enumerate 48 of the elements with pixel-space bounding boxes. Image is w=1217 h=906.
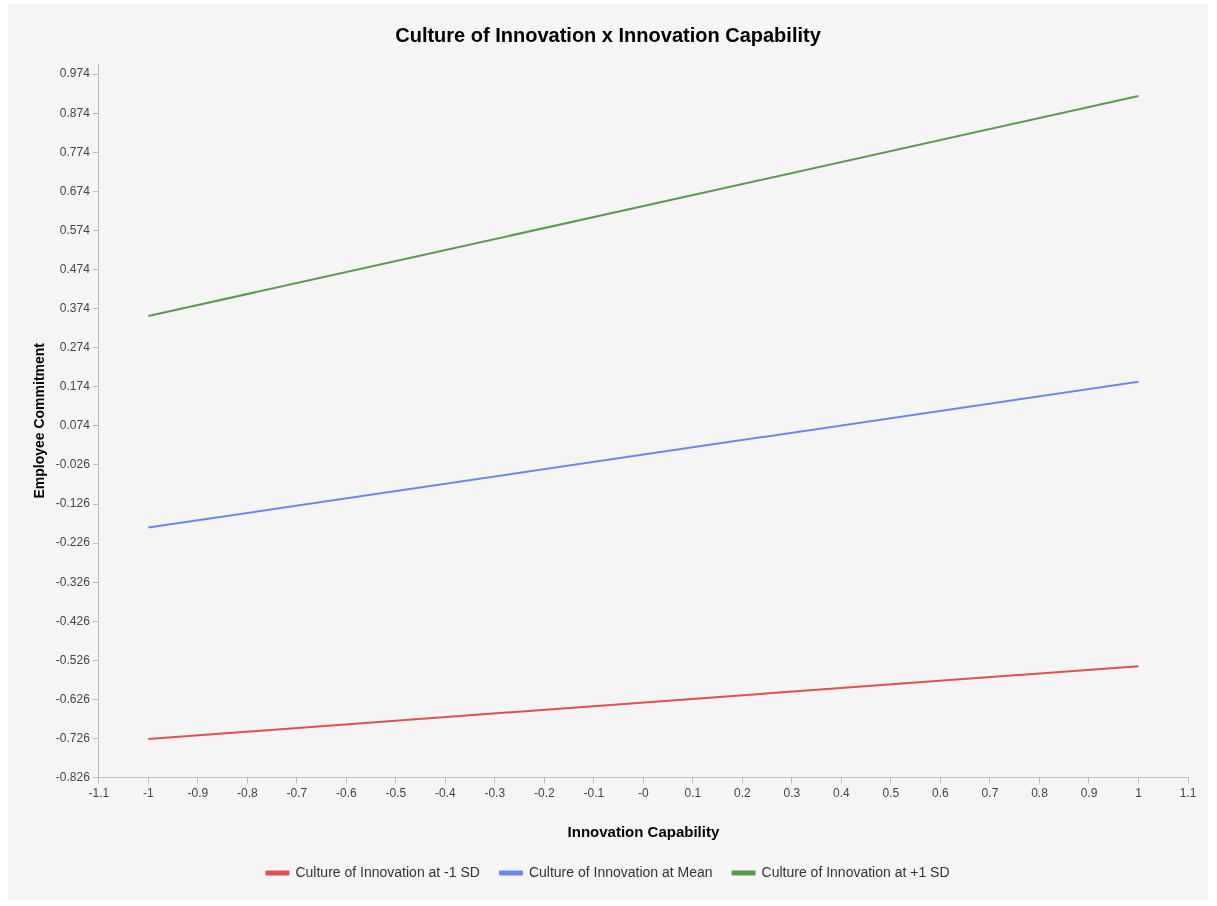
- y-tick-label: 0.874: [59, 105, 91, 120]
- legend-label: Culture of Innovation at Mean: [528, 863, 713, 880]
- x-tick-label: -0.8: [237, 786, 259, 801]
- x-tick-label: 0.3: [783, 786, 801, 801]
- x-tick-label: 0.1: [684, 786, 702, 801]
- x-tick-label: -0.5: [385, 786, 407, 801]
- y-tick-label: -0.426: [55, 613, 91, 628]
- y-tick-label: -0.226: [55, 535, 91, 550]
- x-tick-label: 1.1: [1179, 786, 1197, 801]
- x-tick-label: -0.1: [583, 786, 605, 801]
- x-tick-label: 1: [1135, 786, 1143, 801]
- y-tick-label: -0.526: [55, 652, 91, 667]
- y-tick-label: 0.474: [59, 261, 91, 276]
- y-tick-label: -0.726: [55, 730, 91, 745]
- y-tick-label: -0.326: [55, 574, 91, 589]
- y-axis-title: Employee Commitment: [31, 342, 48, 499]
- x-tick-label: -1.1: [88, 786, 110, 801]
- x-tick-label: 0.9: [1080, 786, 1098, 801]
- x-tick-label: 0.5: [882, 786, 900, 801]
- y-tick-label: -0.126: [55, 496, 91, 511]
- x-tick-label: -1: [143, 786, 154, 801]
- legend-label: Culture of Innovation at +1 SD: [761, 863, 950, 880]
- y-tick-label: 0.674: [59, 183, 91, 198]
- x-tick-label: -0.9: [187, 786, 209, 801]
- x-tick-label: -0.2: [534, 786, 556, 801]
- chart-title: Culture of Innovation x Innovation Capability: [395, 23, 822, 46]
- x-tick-label: -0.3: [484, 786, 506, 801]
- y-tick-label: 0.974: [59, 66, 91, 81]
- x-tick-label: -0.6: [336, 786, 358, 801]
- y-tick-label: 0.374: [59, 300, 91, 315]
- y-tick-label: 0.574: [59, 222, 91, 237]
- x-tick-label: 0.2: [734, 786, 752, 801]
- x-tick-label: 0.6: [932, 786, 950, 801]
- x-tick-label: -0: [638, 786, 650, 801]
- x-tick-label: 0.4: [833, 786, 851, 801]
- x-tick-label: 0.7: [981, 786, 999, 801]
- x-tick-label: -0.4: [435, 786, 457, 801]
- y-tick-label: 0.274: [59, 340, 91, 355]
- y-tick-label: 0.774: [59, 144, 91, 159]
- y-tick-label: -0.826: [55, 769, 91, 784]
- y-tick-label: -0.026: [55, 457, 91, 472]
- x-tick-label: -0.7: [286, 786, 308, 801]
- x-tick-label: 0.8: [1031, 786, 1049, 801]
- y-tick-label: 0.174: [59, 379, 91, 394]
- x-axis-title: Innovation Capability: [567, 823, 720, 841]
- y-tick-label: 0.074: [59, 418, 91, 433]
- y-tick-label: -0.626: [55, 691, 91, 706]
- legend-label: Culture of Innovation at -1 SD: [295, 863, 480, 880]
